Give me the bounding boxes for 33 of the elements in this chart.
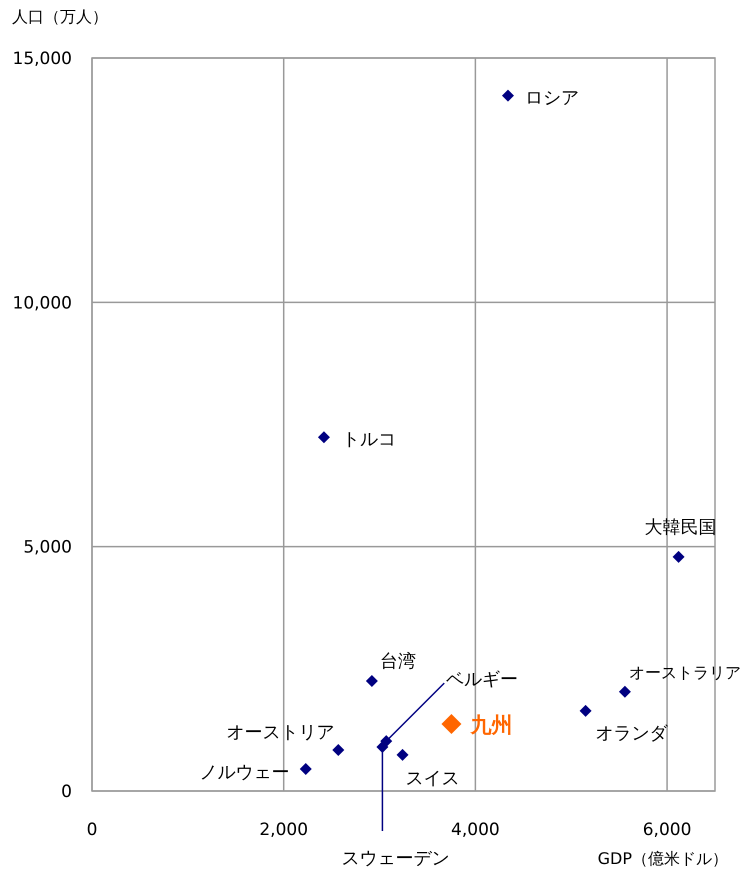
- y-axis-title: 人口（万人）: [12, 7, 108, 26]
- point: [318, 431, 330, 444]
- annotation: オーストラリア: [628, 662, 741, 682]
- y-tick-label: 0: [61, 782, 72, 802]
- annotation: スウェーデン: [341, 848, 450, 870]
- point: [618, 686, 631, 698]
- point: [376, 741, 388, 754]
- annotation: 台湾: [380, 651, 416, 672]
- point: [366, 675, 378, 688]
- annotation: オランダ: [596, 722, 669, 744]
- annotation: ロシア: [524, 88, 579, 109]
- x-tick-label: 4,000: [451, 820, 500, 840]
- x-tick-label: 2,000: [259, 820, 308, 840]
- y-tick-label: 15,000: [12, 49, 72, 69]
- x-tick-label: 0: [86, 820, 98, 840]
- point: [580, 704, 592, 717]
- point: [502, 90, 514, 102]
- annotation: ベルギー: [446, 669, 518, 690]
- series-label: 九州: [469, 713, 512, 738]
- point: [396, 748, 409, 761]
- annotation: オーストリア: [226, 722, 334, 743]
- x-axis-title: GDP（億米ドル）: [598, 849, 728, 868]
- y-tick-label: 10,000: [12, 293, 72, 314]
- annotation: ノルウェー: [200, 762, 290, 784]
- annotation: 大韓民国: [644, 516, 717, 538]
- annotation: トルコ: [342, 429, 396, 450]
- x-tick-label: 6,000: [642, 820, 692, 840]
- y-tick-label: 5,000: [23, 538, 72, 558]
- point: [441, 714, 462, 734]
- annotation: スイス: [406, 768, 460, 789]
- point: [672, 550, 685, 563]
- point: [300, 763, 312, 776]
- point: [332, 744, 344, 756]
